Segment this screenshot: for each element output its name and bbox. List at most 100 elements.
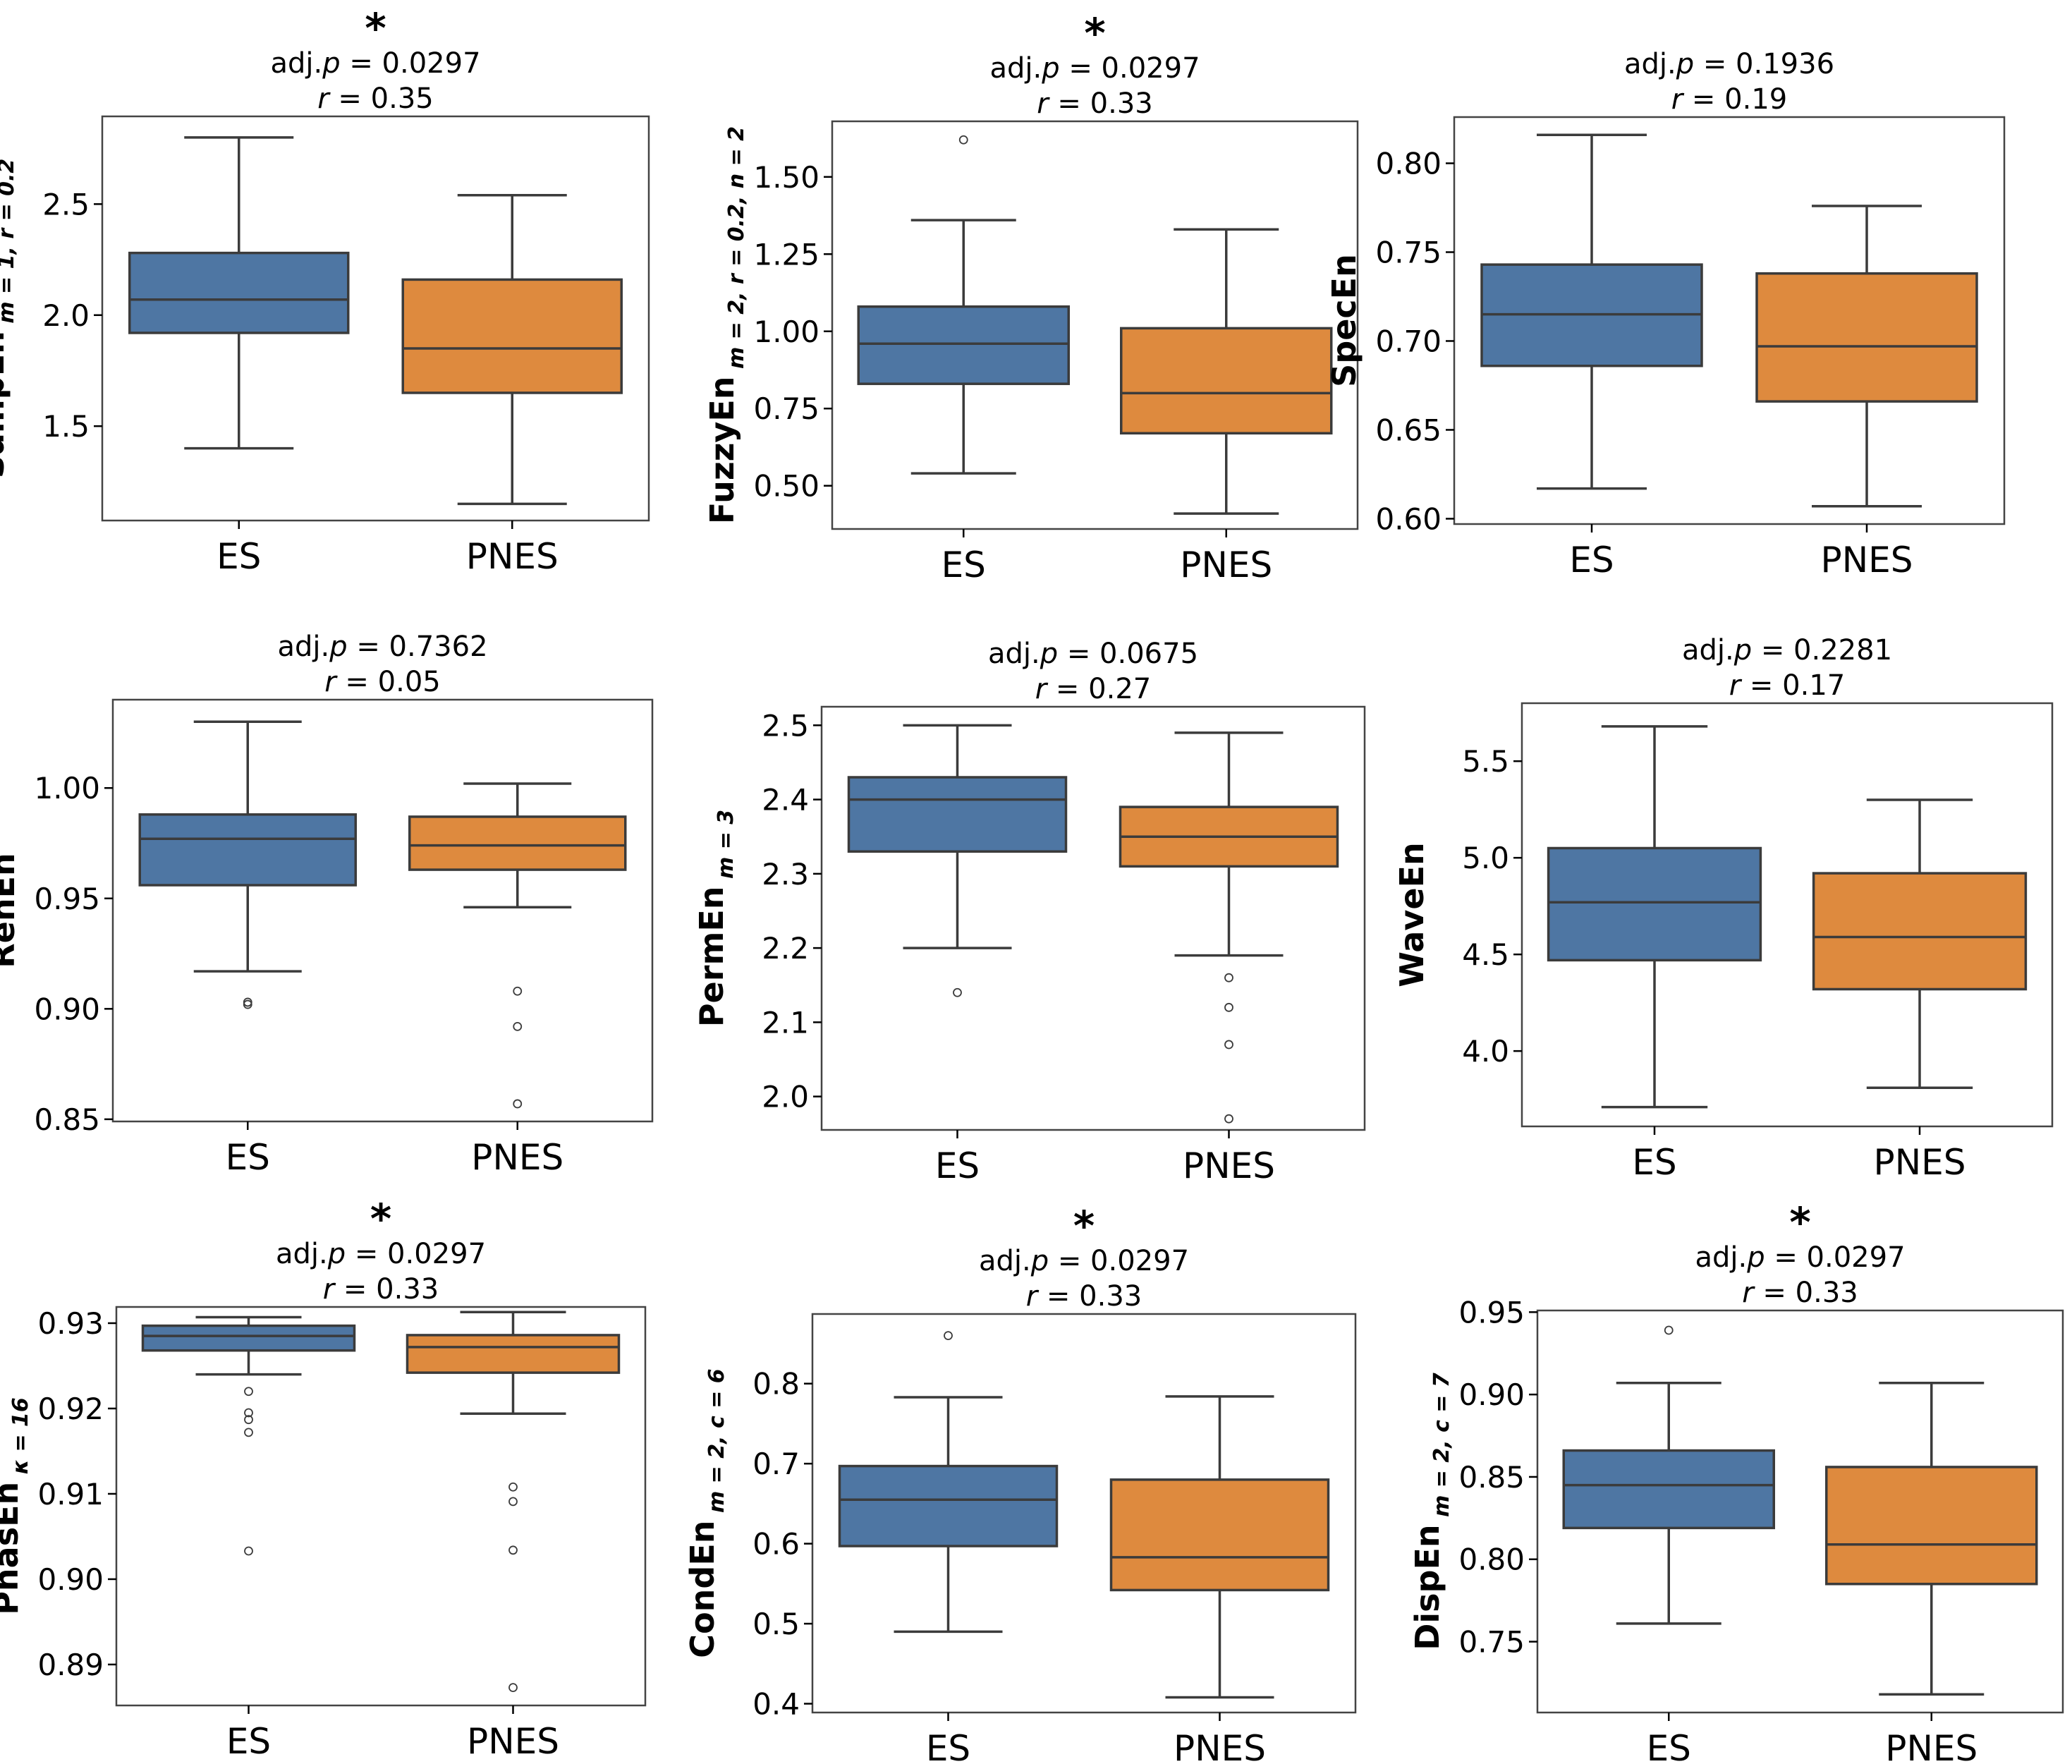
box-es <box>847 724 1068 997</box>
y-axis-label-subscript: m = 2, c = 6 <box>705 1368 729 1520</box>
y-tick-label: 1.25 <box>753 237 819 272</box>
y-tick-label: 0.75 <box>753 391 819 426</box>
chart-panel-8: 0.4 0.5 0.6 0.7 0.8 ES PNES CondEn m = 2, c = 6… <box>683 1202 1357 1764</box>
x-tick-label: PNES <box>1821 540 1913 580</box>
box-es <box>138 720 357 1009</box>
y-tick-label: 0.95 <box>34 882 100 916</box>
outlier-point <box>953 987 962 997</box>
outlier-point <box>244 1408 253 1418</box>
iqr-box <box>138 813 357 887</box>
iqr-box <box>408 815 627 871</box>
y-tick-label: 4.5 <box>1462 937 1509 972</box>
chart-panel-1: 1.5 2.0 2.5 ES PNES SampEn m = 1, r = 0.2 *adj… <box>0 4 650 577</box>
plot-frame <box>831 120 1359 530</box>
y-axis-label-main: RenEn <box>0 853 22 968</box>
iqr-box <box>1755 272 1978 403</box>
x-tick-label: ES <box>217 536 261 577</box>
iqr-box <box>141 1324 356 1352</box>
title-adj-p: adj.p = 0.0297 <box>989 52 1200 85</box>
x-tick-label: ES <box>1647 1728 1691 1764</box>
plot-frame <box>1453 116 2006 525</box>
y-axis-label: RenEn <box>0 853 22 968</box>
significance-marker: * <box>365 4 386 52</box>
chart-panel-6: 4.0 4.5 5.0 5.5 ES PNES WaveEn adj.p = 0.2281r … <box>1393 634 2054 1183</box>
box-es <box>1547 725 1762 1109</box>
y-axis-label: CondEn m = 2, c = 6 <box>683 1368 729 1657</box>
y-axis-label-subscript: m = 3 <box>714 810 738 887</box>
outlier-point <box>513 1099 523 1109</box>
significance-marker: * <box>370 1195 391 1243</box>
x-tick-label: PNES <box>471 1137 563 1178</box>
y-tick-label: 0.85 <box>1458 1460 1525 1495</box>
title-adj-p: adj.p = 0.1936 <box>1624 48 1834 80</box>
y-tick-label: 0.50 <box>753 469 819 504</box>
x-tick-label: PNES <box>1180 545 1272 585</box>
iqr-box <box>401 278 623 394</box>
title-effect-size: r = 0.17 <box>1729 669 1845 702</box>
outlier-point <box>244 1415 253 1425</box>
box-es <box>838 1331 1059 1634</box>
y-axis-label: PermEn m = 3 <box>693 810 738 1027</box>
significance-marker: * <box>1789 1198 1810 1246</box>
outlier-point <box>944 1331 953 1341</box>
x-tick-label: ES <box>926 1728 970 1764</box>
x-tick-label: ES <box>935 1145 980 1186</box>
plot-frame <box>101 115 650 522</box>
x-tick-label: PNES <box>1183 1145 1275 1186</box>
box-es <box>1562 1325 1775 1625</box>
y-axis-label-main: DispEn <box>1408 1524 1446 1650</box>
y-axis-label: SpecEn <box>1325 254 1363 387</box>
y-axis-label-main: WaveEn <box>1393 842 1431 987</box>
y-axis-label-subscript: m = 2, r = 0.2, n = 2 <box>724 126 749 377</box>
y-axis-label-main: SpecEn <box>1325 254 1363 387</box>
y-tick-label: 2.2 <box>762 931 809 966</box>
y-tick-label: 1.50 <box>753 160 819 195</box>
box-es <box>857 135 1070 475</box>
outlier-point <box>243 997 252 1007</box>
iqr-box <box>128 251 350 334</box>
x-tick-label: ES <box>1632 1142 1676 1183</box>
chart-panel-7: 0.89 0.90 0.91 0.92 0.93 ES PNES PhasEn κ = 16 *… <box>0 1195 647 1762</box>
y-tick-label: 1.5 <box>42 409 90 444</box>
title-adj-p: adj.p = 0.0297 <box>270 47 480 80</box>
iqr-box <box>1562 1449 1775 1530</box>
y-tick-label: 0.93 <box>37 1306 104 1341</box>
y-axis-label-subscript: m = 2, c = 7 <box>1430 1373 1454 1524</box>
plot-frame <box>811 1313 1357 1714</box>
y-tick-label: 0.92 <box>37 1392 104 1426</box>
title-effect-size: r = 0.27 <box>1035 673 1151 705</box>
iqr-box <box>1120 327 1333 435</box>
title-effect-size: r = 0.05 <box>324 666 440 698</box>
box-pnes <box>406 1310 621 1692</box>
y-tick-label: 5.0 <box>1462 841 1509 875</box>
y-axis-label-subscript: m = 1, r = 0.2 <box>0 159 19 331</box>
y-tick-label: 2.5 <box>42 187 90 221</box>
y-tick-label: 0.90 <box>1458 1377 1525 1412</box>
y-tick-label: 0.5 <box>752 1607 800 1641</box>
y-tick-label: 0.65 <box>1375 413 1442 447</box>
y-tick-label: 0.80 <box>1458 1543 1525 1577</box>
outlier-point <box>508 1683 518 1692</box>
y-axis-label-main: PhasEn <box>0 1482 25 1615</box>
iqr-box <box>847 776 1068 853</box>
y-tick-label: 2.0 <box>42 298 90 333</box>
box-pnes <box>1755 205 1978 508</box>
outlier-point <box>513 986 523 996</box>
chart-panel-3: 0.60 0.65 0.70 0.75 0.80 ES PNES SpecEn adj.p = … <box>1325 48 2006 580</box>
y-axis-label-main: SampEn <box>0 331 11 478</box>
x-tick-label: PNES <box>466 536 559 577</box>
box-pnes <box>408 782 627 1109</box>
outlier-point <box>958 135 968 145</box>
y-tick-label: 0.89 <box>37 1648 104 1682</box>
outlier-point <box>1224 1002 1233 1012</box>
y-tick-label: 0.75 <box>1458 1625 1525 1660</box>
y-tick-label: 0.91 <box>37 1477 104 1511</box>
title-adj-p: adj.p = 0.7362 <box>277 631 487 663</box>
significance-marker: * <box>1084 9 1105 57</box>
y-tick-label: 1.00 <box>753 315 819 349</box>
outlier-point <box>1664 1325 1674 1335</box>
y-tick-label: 0.85 <box>34 1102 100 1137</box>
y-tick-label: 0.8 <box>752 1367 800 1401</box>
x-tick-label: PNES <box>467 1721 559 1762</box>
y-tick-label: 0.4 <box>752 1687 800 1722</box>
